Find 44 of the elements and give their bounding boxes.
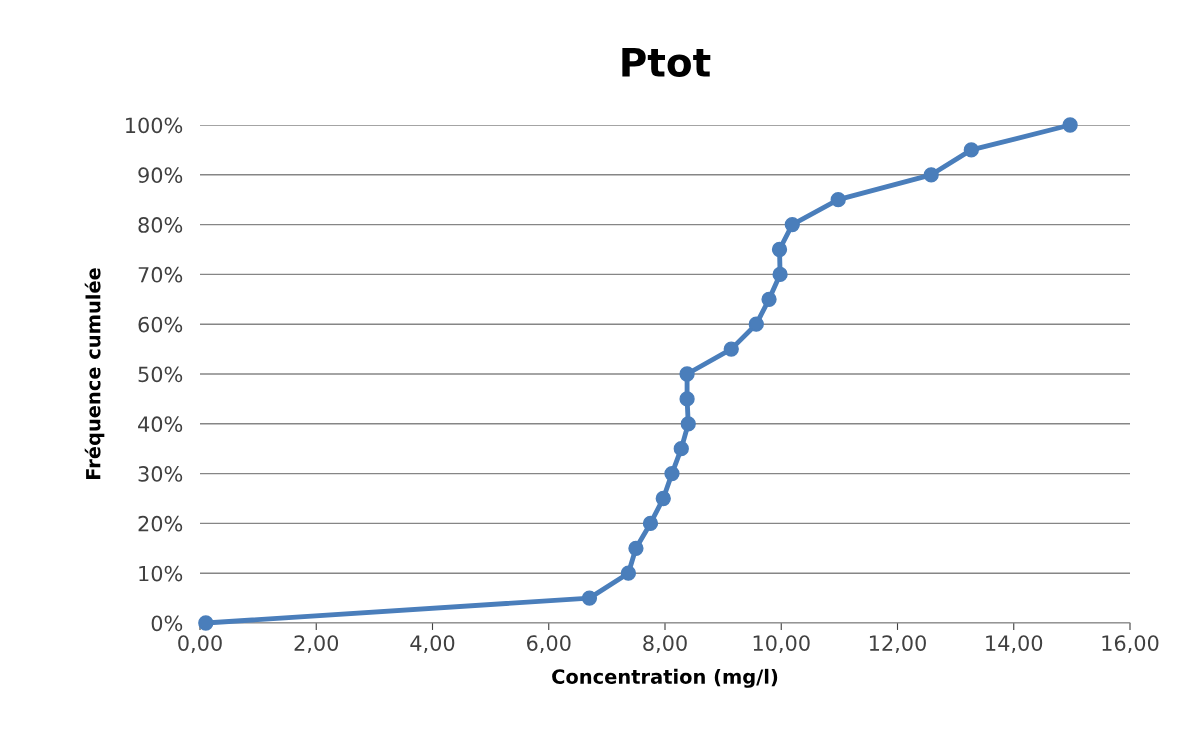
point <box>620 565 637 581</box>
point <box>664 465 680 482</box>
point <box>784 216 800 233</box>
point <box>628 540 644 556</box>
point <box>963 142 979 158</box>
point <box>679 391 695 407</box>
y-tick-label: 60% <box>138 316 183 333</box>
point <box>771 241 788 258</box>
y-tick-label: 30% <box>138 466 183 482</box>
point <box>642 515 659 532</box>
y-tick-label: 100% <box>126 117 183 134</box>
point <box>679 366 695 382</box>
point <box>1062 117 1078 133</box>
point <box>680 416 696 432</box>
point <box>761 291 777 307</box>
x-tick-label: 16,00 <box>1102 635 1159 654</box>
y-tick-label: 40% <box>138 416 183 433</box>
y-tick-label: 10% <box>139 565 183 582</box>
x-tick-label: 2,00 <box>294 635 339 654</box>
x-tick-label: 8,00 <box>643 635 687 654</box>
y-tick-label: 80% <box>138 217 183 233</box>
point <box>655 490 671 507</box>
point <box>723 341 739 357</box>
y-tick-label: 0% <box>151 615 183 632</box>
point <box>673 441 689 457</box>
y-tick-label: 20% <box>138 515 183 532</box>
y-axis-title: Fréquence cumulée <box>84 268 105 480</box>
point <box>923 167 939 183</box>
point <box>748 316 764 332</box>
x-tick-label: 0,00 <box>178 635 222 654</box>
point <box>581 590 598 606</box>
point <box>198 615 214 631</box>
point <box>830 192 846 208</box>
x-tick-label: 14,00 <box>986 635 1043 654</box>
y-tick-label: 50% <box>138 366 183 383</box>
x-tick-label: 6,00 <box>527 635 571 654</box>
point <box>772 266 788 283</box>
y-tick-label: 70% <box>138 266 183 283</box>
x-axis-title: Concentration (mg/l) <box>552 668 778 688</box>
y-tick-label: 90% <box>138 167 183 184</box>
x-tick-label: 12,00 <box>869 635 926 654</box>
x-tick-label: 10,00 <box>753 635 810 654</box>
chart-title: Ptot <box>622 48 711 77</box>
x-tick-label: 4,00 <box>410 635 455 654</box>
